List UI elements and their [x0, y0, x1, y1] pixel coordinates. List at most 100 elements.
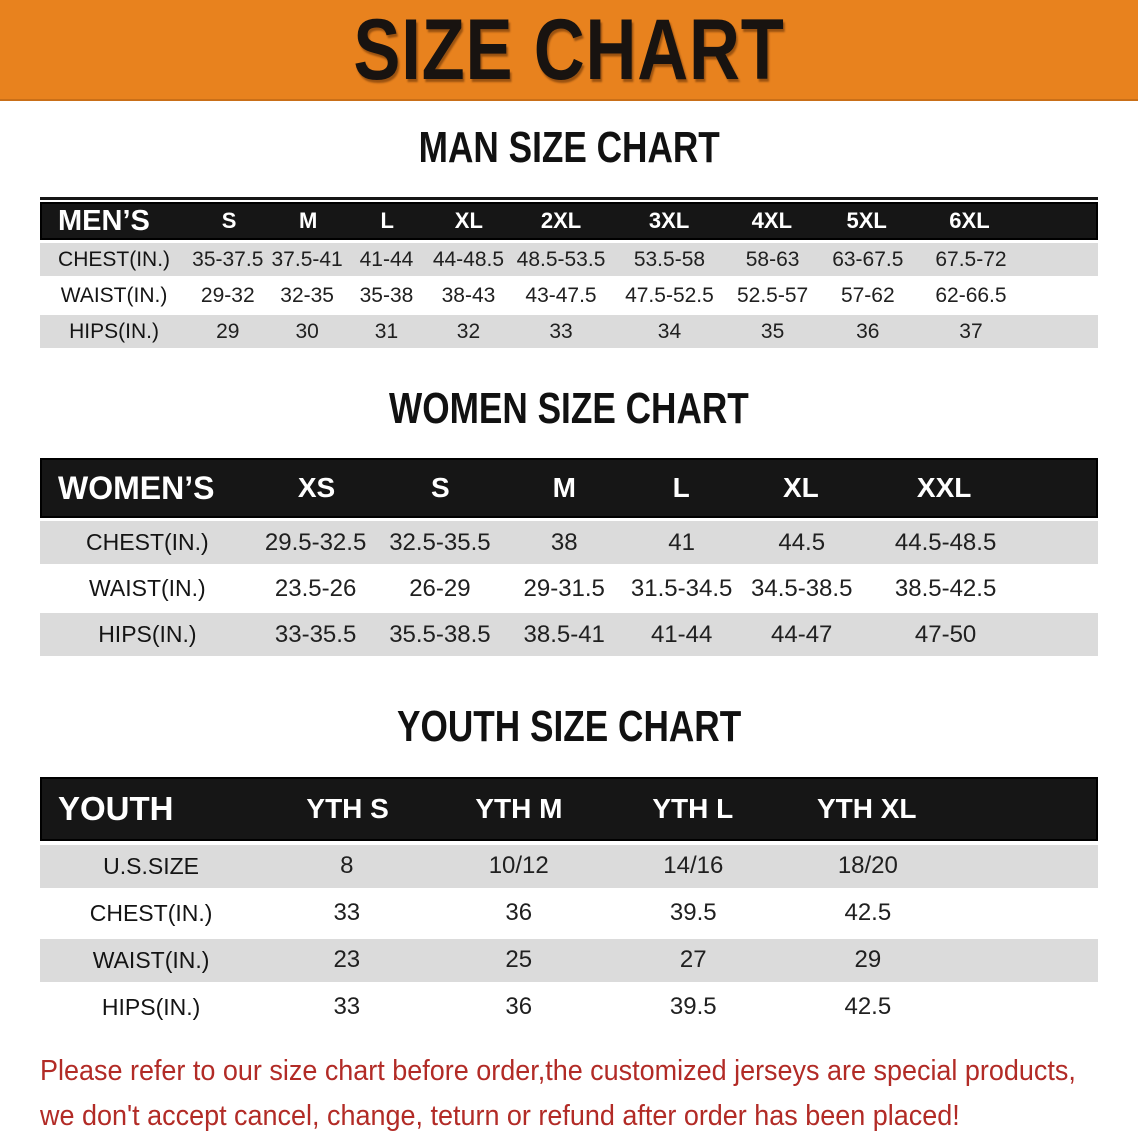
table-row: CHEST(IN.) 29.5-32.5 32.5-35.5 38 41 44.5 44.5… — [40, 521, 1098, 565]
column-header: 2XL — [540, 208, 582, 234]
table-cell: 35.5-38.5 — [389, 620, 491, 648]
row-label: U.S.SIZE — [103, 852, 200, 879]
table-cell: 18/20 — [837, 852, 898, 880]
column-header: S — [221, 208, 237, 234]
table-cell: 36 — [505, 993, 533, 1021]
table-header-row: WOMEN’S XS S M L XL XXL — [40, 458, 1098, 519]
table-cell: 44-47 — [771, 620, 833, 648]
table-cell: 48.5-53.5 — [516, 247, 606, 271]
table-row: WAIST(IN.) 29-32 32-35 35-38 38-43 43-47.5 47.… — [40, 279, 1098, 313]
column-header: 5XL — [846, 208, 887, 234]
table-row: CHEST(IN.) 33 36 39.5 42.5 — [40, 891, 1098, 935]
women-size-table: WOMEN’S XS S M L XL XXL CHEST(IN.) 29.5-32.5 32.5… — [40, 458, 1098, 657]
column-header: L — [672, 472, 690, 504]
table-cell: 10/12 — [488, 852, 549, 880]
table-cell: 38-43 — [441, 283, 496, 307]
table-cell: 32.5-35.5 — [389, 528, 491, 556]
table-cell: 35-37.5 — [192, 247, 264, 271]
table-cell: 44.5 — [778, 528, 826, 556]
table-cell: 37.5-41 — [271, 247, 343, 271]
table-cell: 29-32 — [200, 283, 255, 307]
row-label: HIPS(IN.) — [101, 993, 201, 1020]
table-cell: 62-66.5 — [935, 283, 1007, 307]
column-header: XL — [782, 472, 819, 504]
table-cell: 31.5-34.5 — [630, 574, 733, 602]
table-cell: 26-29 — [409, 574, 471, 602]
table-cell: 33-35.5 — [274, 620, 357, 648]
table-cell: 33 — [549, 319, 573, 343]
table-cell: 36 — [505, 899, 533, 927]
column-header: L — [380, 208, 394, 234]
row-label: CHEST(IN.) — [58, 247, 171, 271]
table-cell: 38.5-42.5 — [894, 574, 997, 602]
column-header: S — [431, 472, 450, 504]
column-header: YTH XL — [816, 792, 917, 824]
table-cell: 53.5-58 — [633, 247, 706, 271]
column-header: 6XL — [949, 208, 990, 234]
table-cell: 31 — [374, 319, 399, 343]
table-cell: 29.5-32.5 — [264, 528, 367, 556]
column-header: XXL — [916, 472, 972, 504]
table-row: HIPS(IN.) 33 36 39.5 42.5 — [40, 985, 1098, 1029]
table-cell: 25 — [505, 946, 533, 974]
row-label: CHEST(IN.) — [89, 899, 213, 926]
table-cell: 41-44 — [650, 620, 713, 648]
table-cell: 32-35 — [280, 283, 334, 307]
column-header: M — [298, 208, 318, 234]
table-cell: 42.5 — [844, 899, 892, 927]
disclaimer: Please refer to our size chart before or… — [0, 1049, 1138, 1139]
table-cell: 44.5-48.5 — [894, 528, 997, 556]
table-corner-label: YOUTH — [58, 789, 174, 827]
table-row: U.S.SIZE 8 10/12 14/16 18/20 — [40, 844, 1098, 888]
table-cell: 37 — [959, 319, 983, 343]
table-corner-label: WOMEN’S — [58, 469, 215, 506]
table-cell: 47.5-52.5 — [625, 283, 714, 307]
table-cell: 34.5-38.5 — [751, 574, 853, 602]
row-label: HIPS(IN.) — [69, 319, 159, 343]
disclaimer-line-1: Please refer to our size chart before or… — [40, 1054, 1076, 1087]
page-title: SIZE CHART — [353, 1, 785, 98]
table-cell: 30 — [295, 319, 319, 343]
table-cell: 57-62 — [840, 283, 895, 307]
table-cell: 14/16 — [663, 852, 724, 880]
table-cell: 33 — [333, 899, 361, 927]
table-header-row: YOUTH YTH S YTH M YTH L YTH XL — [40, 776, 1098, 841]
table-header-row: MEN’S S M L XL 2XL 3XL 4XL 5XL 6XL — [40, 202, 1098, 241]
women-section-heading-wrap: WOMEN SIZE CHART — [40, 385, 1098, 432]
table-cell: 29-31.5 — [523, 574, 605, 602]
man-section-heading-wrap: MAN SIZE CHART — [40, 124, 1098, 171]
table-cell: 58-63 — [745, 247, 800, 271]
table-row: HIPS(IN.) 29 30 31 32 33 34 35 36 37 — [40, 315, 1098, 349]
table-cell: 41 — [668, 528, 695, 556]
table-corner-label: MEN’S — [58, 204, 150, 237]
table-row: WAIST(IN.) 23 25 27 29 — [40, 938, 1098, 982]
table-cell: 32 — [456, 319, 481, 343]
youth-size-table: YOUTH YTH S YTH M YTH L YTH XL U.S.SIZE 8 10/12… — [40, 776, 1098, 1029]
column-header: 4XL — [751, 208, 793, 234]
youth-size-chart-heading: YOUTH SIZE CHART — [396, 702, 742, 752]
table-cell: 27 — [679, 946, 707, 974]
table-cell: 29 — [854, 946, 882, 974]
row-label: WAIST(IN.) — [92, 946, 210, 973]
column-header: YTH L — [652, 792, 734, 824]
table-cell: 35 — [760, 319, 785, 343]
youth-section-heading-wrap: YOUTH SIZE CHART — [40, 704, 1098, 750]
row-label: WAIST(IN.) — [60, 283, 168, 307]
table-cell: 67.5-72 — [935, 247, 1007, 271]
table-cell: 43-47.5 — [525, 283, 597, 307]
table-cell: 52.5-57 — [736, 283, 809, 307]
table-cell: 8 — [340, 852, 354, 880]
column-header: XS — [297, 472, 336, 504]
banner: SIZE CHART — [0, 0, 1138, 101]
row-label: CHEST(IN.) — [86, 529, 209, 556]
table-cell: 39.5 — [669, 899, 717, 927]
table-cell: 42.5 — [844, 993, 892, 1021]
table-cell: 33 — [333, 993, 361, 1021]
column-header: XL — [454, 208, 483, 234]
table-cell: 29 — [216, 319, 240, 343]
table-cell: 34 — [657, 319, 682, 343]
table-cell: 38.5-41 — [523, 620, 605, 648]
column-header: 3XL — [648, 208, 690, 234]
table-cell: 39.5 — [669, 993, 717, 1021]
disclaimer-line-2: we don't accept cancel, change, teturn o… — [40, 1099, 960, 1132]
